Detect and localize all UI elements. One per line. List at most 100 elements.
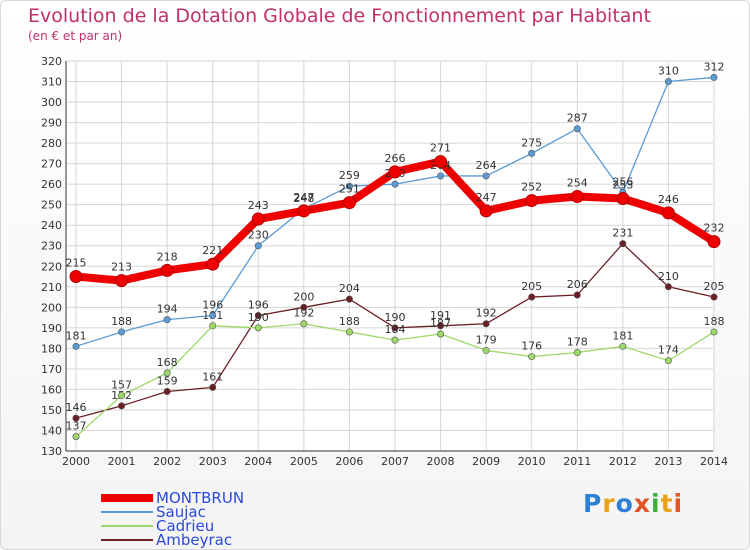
legend-swatch	[101, 494, 153, 502]
data-point-montbrun	[616, 192, 630, 206]
data-point-montbrun	[206, 257, 220, 271]
data-point-cadrieu	[209, 322, 217, 330]
data-point-saujac	[528, 149, 536, 157]
data-label: 200	[293, 290, 314, 303]
data-point-cadrieu	[391, 336, 399, 344]
data-point-montbrun	[388, 165, 402, 179]
data-label: 310	[658, 65, 679, 78]
data-label: 174	[658, 344, 679, 357]
data-label: 181	[66, 329, 87, 342]
legend-label: Ambeyrac	[156, 531, 233, 549]
data-point-saujac	[209, 312, 217, 320]
data-point-cadrieu	[437, 330, 445, 338]
y-tick-label: 320	[41, 55, 62, 68]
y-tick-label: 190	[41, 322, 62, 335]
data-label: 205	[703, 280, 724, 293]
data-label: 184	[384, 323, 405, 336]
data-label: 194	[157, 303, 178, 316]
x-tick-label: 2007	[381, 455, 409, 468]
data-label: 187	[430, 317, 451, 330]
data-point-cadrieu	[482, 346, 490, 354]
legend-swatch	[101, 525, 153, 527]
data-point-saujac	[254, 242, 262, 250]
x-tick-label: 2008	[427, 455, 455, 468]
y-tick-label: 210	[41, 281, 62, 294]
x-tick-label: 2011	[563, 455, 591, 468]
data-point-montbrun	[479, 204, 493, 218]
data-label: 259	[339, 169, 360, 182]
data-label: 248	[293, 192, 314, 205]
data-point-ambeyrac	[163, 387, 171, 395]
data-point-cadrieu	[72, 433, 80, 441]
y-tick-label: 300	[41, 96, 62, 109]
y-tick-label: 150	[41, 404, 62, 417]
y-tick-label: 290	[41, 117, 62, 130]
y-tick-label: 170	[41, 363, 62, 376]
data-point-saujac	[437, 172, 445, 180]
data-point-montbrun	[69, 270, 83, 284]
y-tick-label: 230	[41, 240, 62, 253]
data-label: 221	[202, 244, 223, 257]
data-point-ambeyrac	[664, 283, 672, 291]
data-label: 192	[476, 307, 497, 320]
data-label: 188	[703, 315, 724, 328]
data-label: 218	[157, 250, 178, 263]
data-label: 213	[111, 261, 132, 274]
data-point-montbrun	[525, 194, 539, 208]
data-point-ambeyrac	[710, 293, 718, 301]
data-point-cadrieu	[300, 320, 308, 328]
data-point-cadrieu	[163, 369, 171, 377]
chart-title: Evolution de la Dotation Globale de Fonc…	[28, 5, 651, 27]
data-label: 205	[521, 280, 542, 293]
data-point-montbrun	[342, 196, 356, 210]
y-tick-label: 280	[41, 137, 62, 150]
data-point-ambeyrac	[209, 383, 217, 391]
x-tick-label: 2005	[290, 455, 318, 468]
data-label: 168	[157, 356, 178, 369]
legend-swatch	[101, 511, 153, 513]
data-label: 196	[248, 299, 269, 312]
x-tick-label: 2006	[335, 455, 363, 468]
y-tick-label: 250	[41, 199, 62, 212]
data-label: 159	[157, 374, 178, 387]
data-label: 137	[66, 420, 87, 433]
x-tick-label: 2014	[700, 455, 728, 468]
data-point-ambeyrac	[300, 303, 308, 311]
data-label: 256	[612, 175, 633, 188]
data-point-ambeyrac	[528, 293, 536, 301]
data-label: 146	[66, 401, 87, 414]
data-label: 312	[703, 60, 724, 73]
data-point-montbrun	[115, 274, 129, 288]
y-tick-label: 200	[41, 301, 62, 314]
data-point-ambeyrac	[118, 402, 126, 410]
data-label: 232	[703, 222, 724, 235]
y-tick-label: 220	[41, 260, 62, 273]
data-point-saujac	[118, 328, 126, 336]
data-label: 247	[476, 191, 497, 204]
y-tick-label: 160	[41, 383, 62, 396]
data-point-ambeyrac	[619, 240, 627, 248]
data-point-cadrieu	[118, 392, 126, 400]
x-tick-label: 2001	[108, 455, 136, 468]
legend-label: MONTBRUN	[156, 489, 245, 507]
data-label: 210	[658, 270, 679, 283]
data-label: 161	[202, 370, 223, 383]
data-point-saujac	[163, 316, 171, 324]
data-point-montbrun	[707, 235, 721, 249]
data-point-ambeyrac	[482, 320, 490, 328]
data-label: 246	[658, 193, 679, 206]
data-label: 251	[339, 183, 360, 196]
data-label: 192	[293, 307, 314, 320]
data-point-ambeyrac	[391, 324, 399, 332]
data-label: 191	[430, 309, 451, 322]
data-point-cadrieu	[573, 348, 581, 356]
data-point-saujac	[391, 180, 399, 188]
y-tick-label: 260	[41, 178, 62, 191]
data-point-ambeyrac	[573, 291, 581, 299]
data-point-saujac	[573, 125, 581, 133]
data-point-montbrun	[297, 204, 311, 218]
data-label: 266	[384, 152, 405, 165]
data-label: 253	[612, 179, 633, 192]
